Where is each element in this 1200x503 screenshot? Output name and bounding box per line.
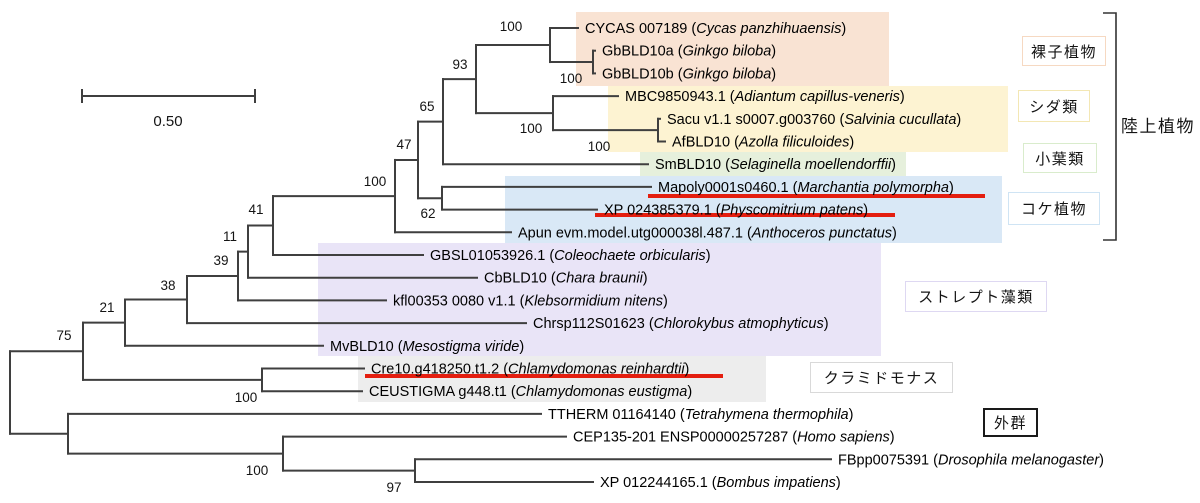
bootstrap-value: 97 xyxy=(386,480,401,495)
bootstrap-value: 11 xyxy=(223,229,237,244)
leaf-label: GBSL01053926.1 (Coleochaete orbicularis) xyxy=(430,248,711,264)
bootstrap-value: 41 xyxy=(248,202,263,217)
group-label-chlamydomonas: クラミドモナス xyxy=(810,362,953,393)
bootstrap-value: 93 xyxy=(452,57,467,72)
leaf-label: TTHERM 01164140 (Tetrahymena thermophila… xyxy=(548,407,853,423)
leaf-label: CYCAS 007189 (Cycas panzhihuaensis) xyxy=(585,21,846,37)
bootstrap-value: 100 xyxy=(520,121,543,136)
highlight-box-streptophyte-algae xyxy=(318,243,881,356)
leaf-label: GbBLD10a (Ginkgo biloba) xyxy=(602,44,776,60)
leaf-label: Chrsp112S01623 (Chlorokybus atmophyticus… xyxy=(533,316,829,332)
group-label-outgroup: 外群 xyxy=(983,408,1038,437)
bootstrap-value: 100 xyxy=(246,463,269,478)
leaf-label: CbBLD10 (Chara braunii) xyxy=(484,271,648,287)
land-plants-label: 陸上植物 xyxy=(1121,117,1195,136)
group-label-streptophyte-algae: ストレプト藻類 xyxy=(905,281,1047,312)
leaf-label: SmBLD10 (Selaginella moellendorffii) xyxy=(655,157,896,173)
land-plants-bracket xyxy=(1103,12,1117,241)
leaf-label: MvBLD10 (Mesostigma viride) xyxy=(330,339,524,355)
bootstrap-value: 39 xyxy=(213,253,228,268)
leaf-label: Apun evm.model.utg000038l.487.1 (Anthoce… xyxy=(518,225,897,241)
leaf-label: CEUSTIGMA g448.t1 (Chlamydomonas eustigm… xyxy=(369,384,692,400)
group-label-bryophytes: コケ植物 xyxy=(1008,192,1100,225)
leaf-label: Cre10.g418250.t1.2 (Chlamydomonas reinha… xyxy=(371,362,689,378)
group-label-lycophytes: 小葉類 xyxy=(1023,143,1097,173)
leaf-label: MBC9850943.1 (Adiantum capillus-veneris) xyxy=(625,89,905,105)
leaf-label: FBpp0075391 (Drosophila melanogaster) xyxy=(838,452,1104,468)
highlight-box-lycophytes xyxy=(640,152,906,176)
bootstrap-value: 38 xyxy=(160,278,175,293)
bootstrap-value: 62 xyxy=(420,206,435,221)
highlight-box-ferns xyxy=(608,86,1008,152)
leaf-label: kfl00353 0080 v1.1 (Klebsormidium nitens… xyxy=(393,293,668,309)
bootstrap-value: 100 xyxy=(235,390,258,405)
highlight-box-gymnosperms xyxy=(576,12,889,86)
leaf-label: GbBLD10b (Ginkgo biloba) xyxy=(602,66,776,82)
leaf-label: XP 012244165.1 (Bombus impatiens) xyxy=(600,475,841,491)
bootstrap-value: 100 xyxy=(500,19,523,34)
leaf-label: CEP135-201 ENSP00000257287 (Homo sapiens… xyxy=(573,430,895,446)
leaf-label: XP 024385379.1 (Physcomitrium patens) xyxy=(604,203,868,219)
highlight-box-chlamydomonas xyxy=(358,356,766,402)
group-label-ferns: シダ類 xyxy=(1018,90,1090,122)
leaf-label: Sacu v1.1 s0007.g003760 (Salvinia cucull… xyxy=(667,112,961,128)
bootstrap-value: 47 xyxy=(396,137,411,152)
bootstrap-value: 100 xyxy=(588,139,611,154)
bootstrap-value: 75 xyxy=(56,328,71,343)
bootstrap-value: 21 xyxy=(99,300,114,315)
leaf-label: AfBLD10 (Azolla filiculoides) xyxy=(672,135,854,151)
scale-bar-label: 0.50 xyxy=(153,113,183,130)
bootstrap-value: 100 xyxy=(364,174,387,189)
bootstrap-value: 100 xyxy=(560,71,583,86)
group-label-gymnosperms: 裸子植物 xyxy=(1022,36,1106,66)
leaf-label: Mapoly0001s0460.1 (Marchantia polymorpha… xyxy=(658,180,954,196)
bootstrap-value: 65 xyxy=(419,99,434,114)
